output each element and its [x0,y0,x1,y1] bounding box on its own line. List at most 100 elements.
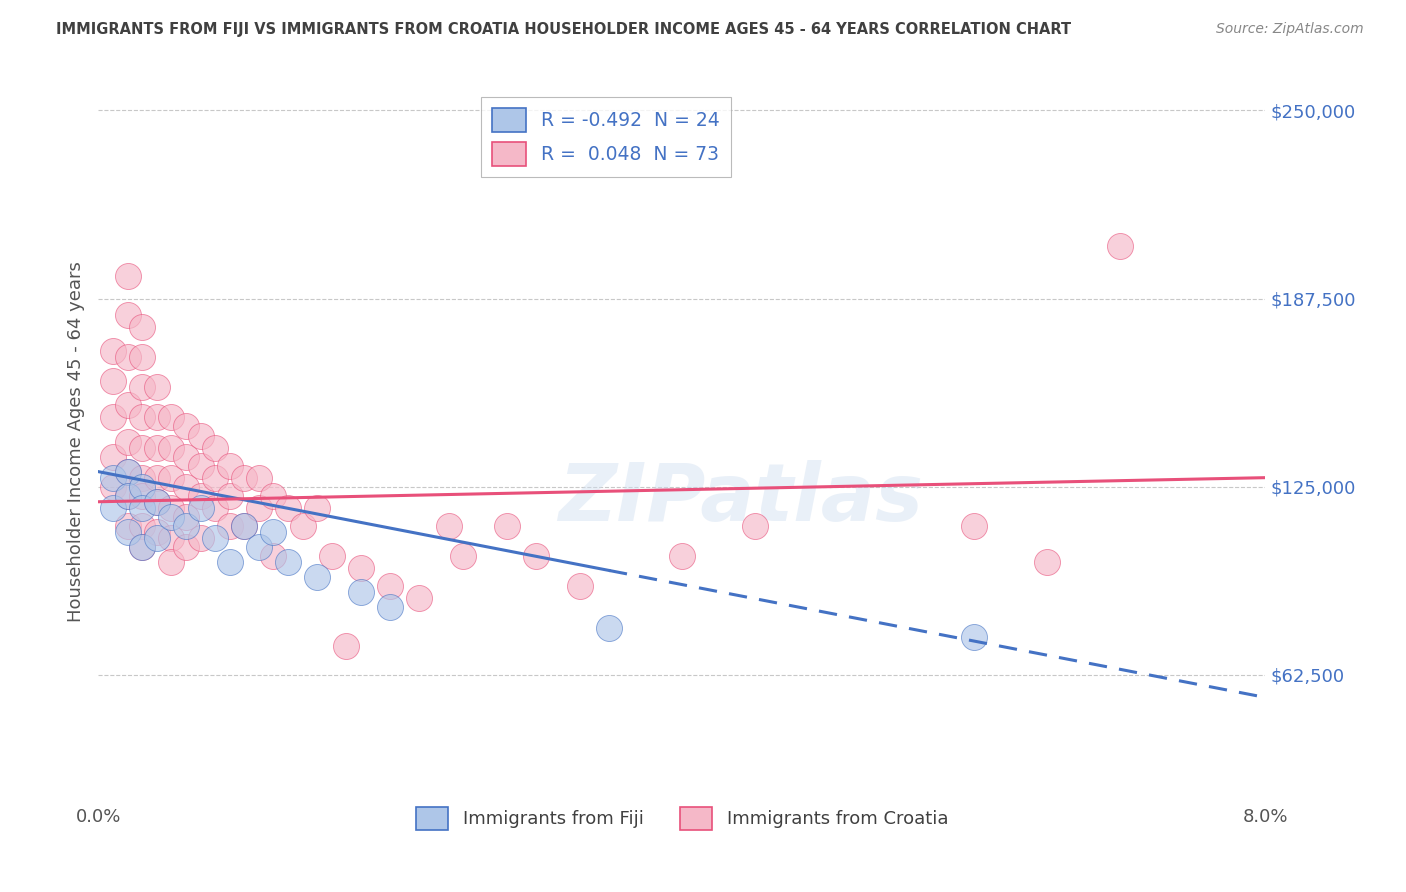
Point [247,471,270,485]
Point [101,410,124,425]
Point [190,458,212,473]
Point [160,500,183,515]
Point [218,458,240,473]
Point [160,509,183,524]
Point [190,489,212,503]
Point [174,480,197,494]
Point [496,519,519,533]
Point [262,549,284,563]
Point [117,489,139,503]
Point [117,465,139,479]
Point [117,465,139,479]
Point [160,441,183,455]
Point [233,519,256,533]
Point [117,398,139,412]
Point [131,540,153,554]
Point [204,531,226,545]
Point [218,555,240,569]
Point [1035,555,1057,569]
Point [146,531,169,545]
Point [146,494,169,508]
Point [160,410,183,425]
Point [380,579,402,593]
Point [568,579,591,593]
Point [117,489,139,503]
Point [277,500,299,515]
Point [146,494,169,508]
Point [962,519,984,533]
Point [524,549,547,563]
Point [291,519,314,533]
Point [247,540,270,554]
Point [131,519,153,533]
Point [101,480,124,494]
Point [437,519,460,533]
Point [101,374,124,388]
Point [174,509,197,524]
Point [146,380,169,394]
Point [598,621,620,635]
Point [117,519,139,533]
Point [146,441,169,455]
Text: IMMIGRANTS FROM FIJI VS IMMIGRANTS FROM CROATIA HOUSEHOLDER INCOME AGES 45 - 64 : IMMIGRANTS FROM FIJI VS IMMIGRANTS FROM … [56,22,1071,37]
Point [160,555,183,569]
Point [190,531,212,545]
Point [101,500,124,515]
Point [101,344,124,359]
Point [218,489,240,503]
Y-axis label: Householder Income Ages 45 - 64 years: Householder Income Ages 45 - 64 years [66,261,84,622]
Point [233,519,256,533]
Point [218,519,240,533]
Point [380,600,402,615]
Text: Source: ZipAtlas.com: Source: ZipAtlas.com [1216,22,1364,37]
Point [247,500,270,515]
Point [131,350,153,364]
Point [451,549,474,563]
Point [233,471,256,485]
Point [408,591,430,606]
Point [744,519,766,533]
Point [160,531,183,545]
Point [204,441,226,455]
Legend: Immigrants from Fiji, Immigrants from Croatia: Immigrants from Fiji, Immigrants from Cr… [409,799,955,837]
Point [204,471,226,485]
Point [131,441,153,455]
Point [335,639,357,653]
Point [350,561,373,575]
Point [262,489,284,503]
Point [174,450,197,464]
Point [160,471,183,485]
Point [131,500,153,515]
Point [117,434,139,449]
Point [131,380,153,394]
Point [131,410,153,425]
Point [307,570,329,584]
Point [117,308,139,322]
Point [671,549,693,563]
Point [146,524,169,539]
Point [131,540,153,554]
Point [277,555,299,569]
Point [117,524,139,539]
Point [307,500,329,515]
Point [204,500,226,515]
Point [262,524,284,539]
Point [117,350,139,364]
Point [962,630,984,644]
Point [131,480,153,494]
Point [190,500,212,515]
Point [131,320,153,334]
Point [1108,239,1130,253]
Point [131,489,153,503]
Point [174,419,197,434]
Point [321,549,343,563]
Point [174,540,197,554]
Text: ZIPatlas: ZIPatlas [558,460,922,539]
Point [101,450,124,464]
Point [174,519,197,533]
Point [146,410,169,425]
Point [146,471,169,485]
Point [190,428,212,442]
Point [117,268,139,283]
Point [101,471,124,485]
